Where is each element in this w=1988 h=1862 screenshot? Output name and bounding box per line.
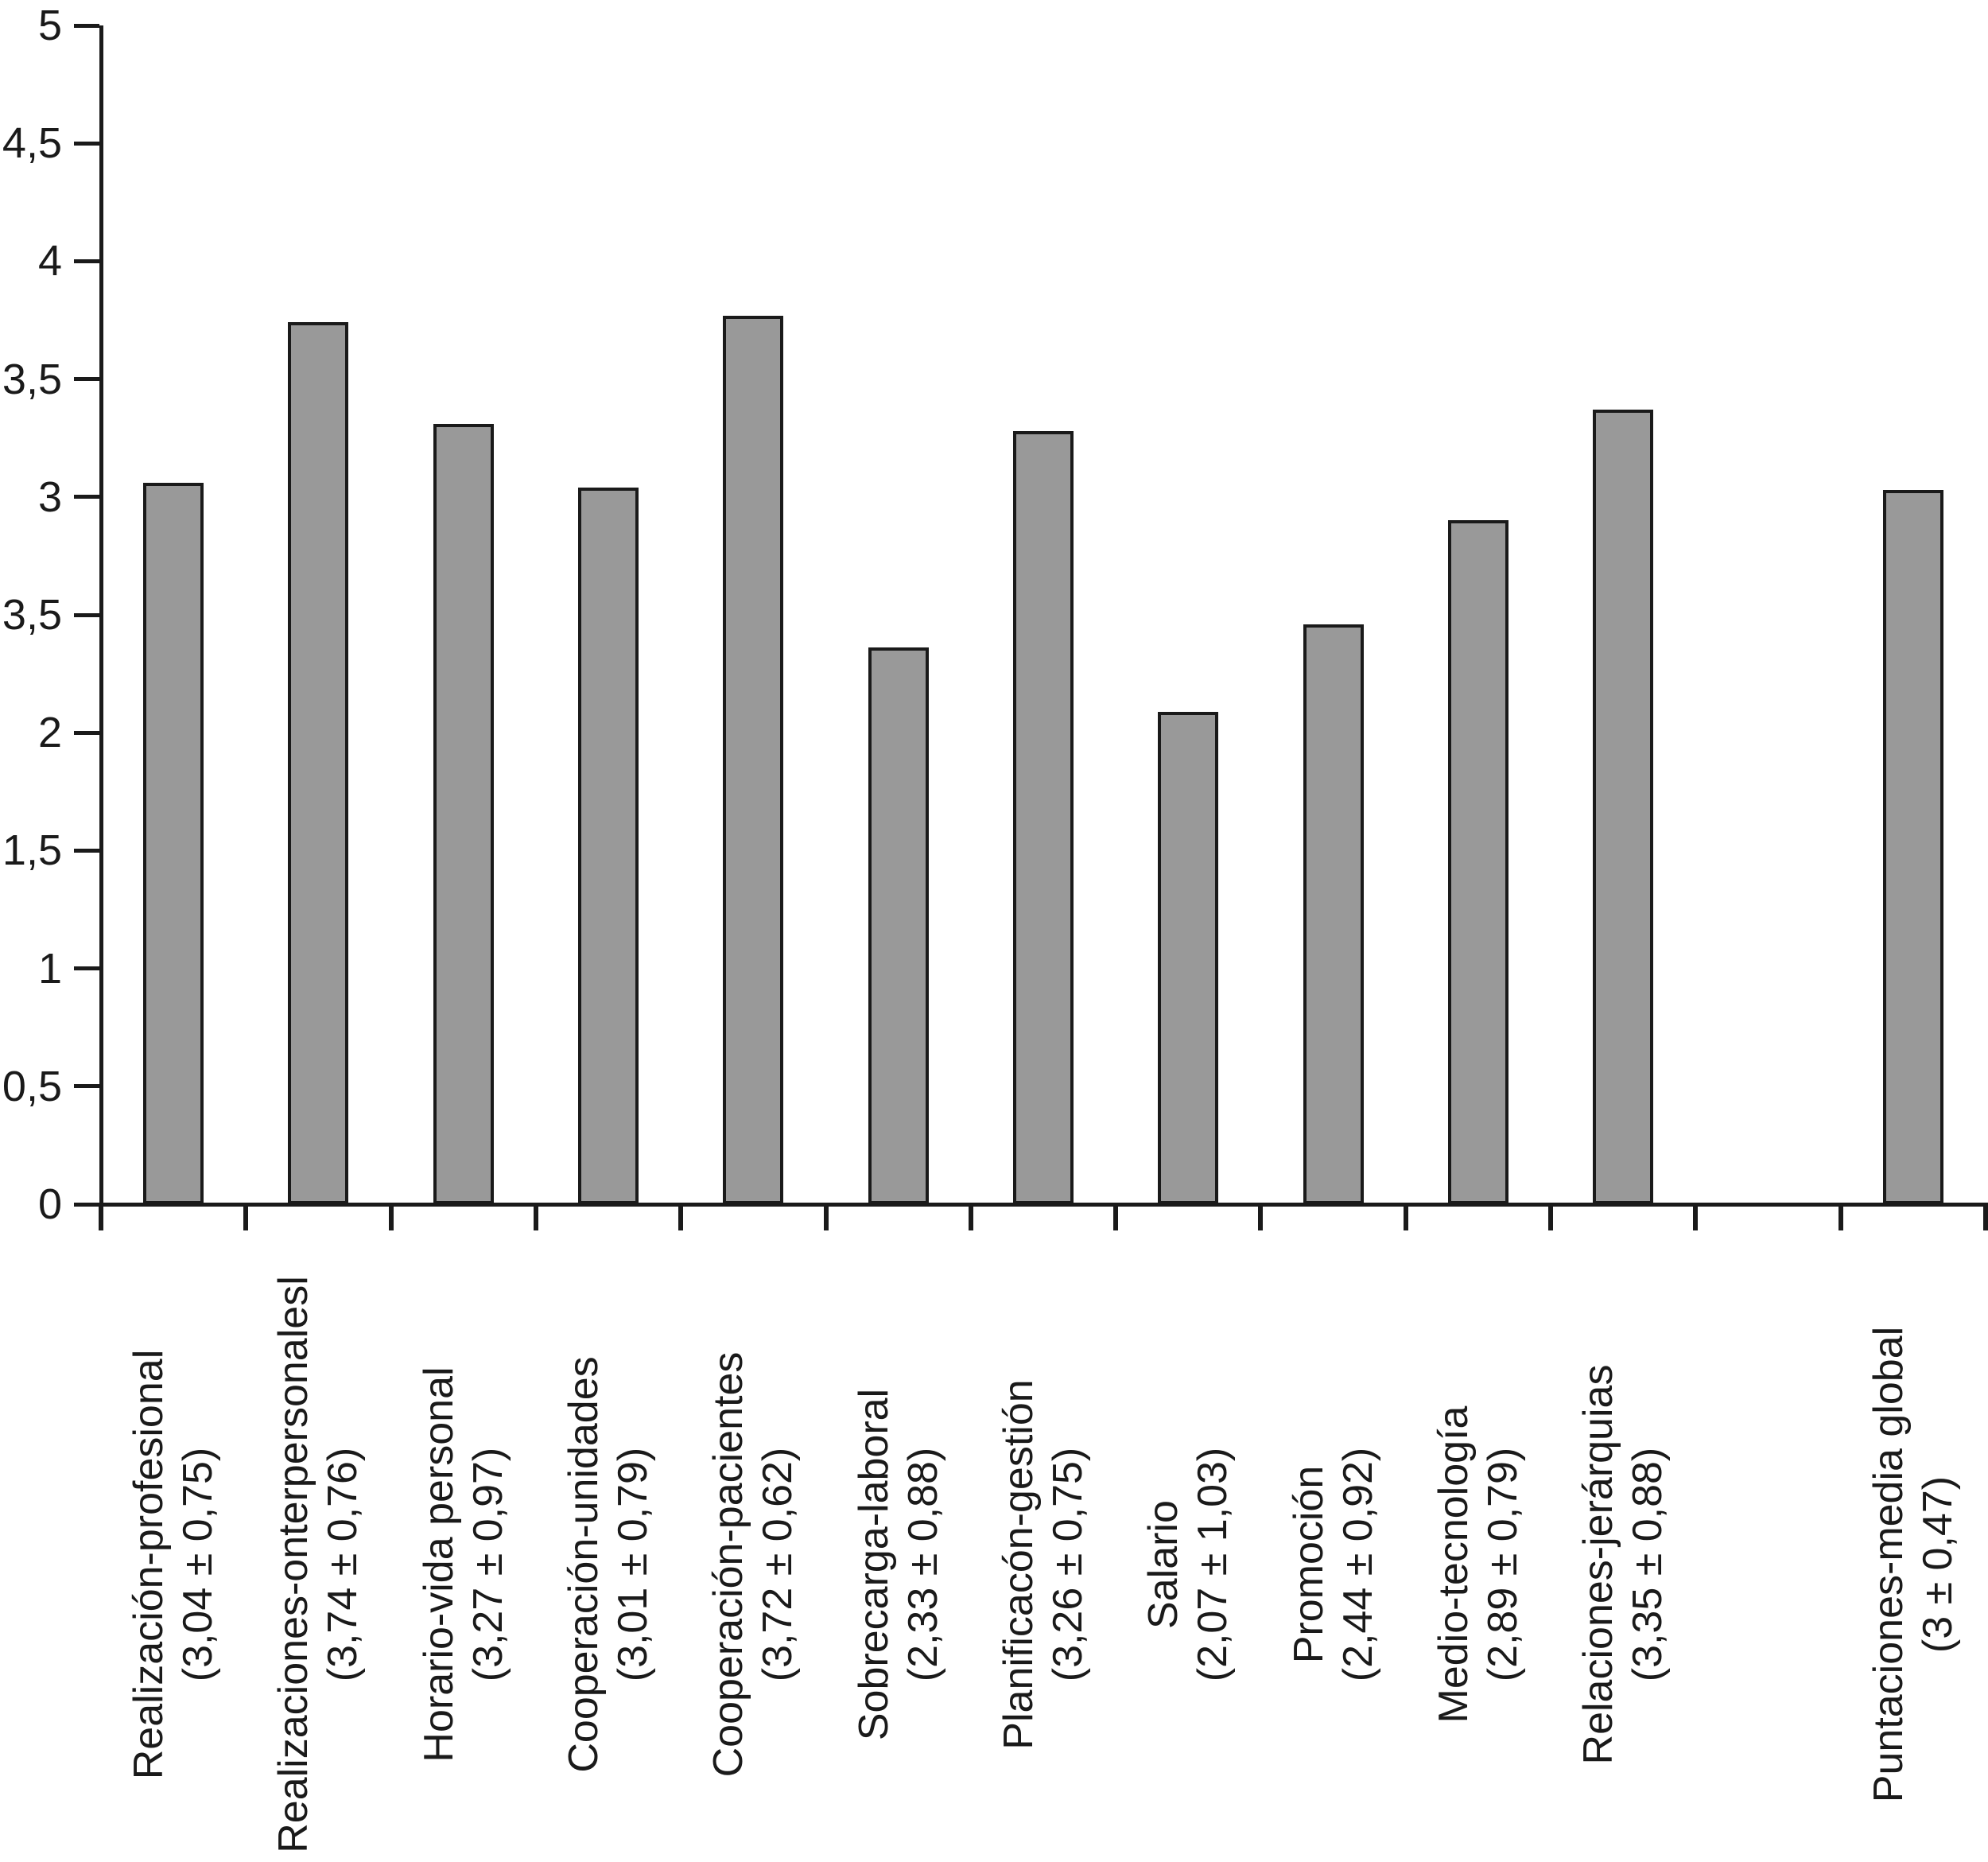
bar xyxy=(868,647,929,1204)
x-axis-tick xyxy=(388,1204,394,1230)
category-name: Horario-vida personal xyxy=(415,1366,462,1763)
x-axis-category-label: Salario (2,07 ± 1,03) xyxy=(1139,1250,1237,1862)
x-axis-category-label: Horario-vida personal (3,27 ± 0,97) xyxy=(414,1250,513,1862)
y-axis-tick xyxy=(73,1084,99,1089)
category-name: Planificacón-gestión xyxy=(995,1379,1042,1750)
bar xyxy=(1882,489,1943,1204)
x-axis-category-label: Realizaciones-onterpersonalesl (3,74 ± 0,… xyxy=(269,1250,367,1862)
y-axis-tick-label: 3,5 xyxy=(2,355,62,403)
category-mean-sd: (3,72 ± 0,62) xyxy=(755,1447,802,1682)
category-mean-sd: (3 ± 0,47) xyxy=(1914,1475,1961,1654)
x-axis-line xyxy=(101,1202,1988,1207)
y-axis-tick xyxy=(73,259,99,263)
category-name: Cooperación-unidades xyxy=(561,1356,608,1773)
y-axis-tick-label: 0 xyxy=(37,1180,62,1228)
y-axis-tick-label: 5 xyxy=(37,2,62,49)
bar xyxy=(288,322,349,1204)
x-axis-tick xyxy=(99,1204,103,1230)
y-axis-tick xyxy=(73,848,99,853)
category-name: Relaciones-jerárquias xyxy=(1575,1364,1622,1765)
x-axis-category-label: Relaciones-jerárquias (3,35 ± 0,88) xyxy=(1574,1250,1672,1862)
category-name: Realización-profesional xyxy=(126,1349,173,1780)
x-axis-category-label: Medio-tecnología (2,89 ± 0,79) xyxy=(1429,1250,1528,1862)
category-mean-sd: (3,26 ± 0,75) xyxy=(1044,1447,1091,1682)
x-axis-category-label: Promoción (2,44 ± 0,92) xyxy=(1284,1250,1383,1862)
y-axis-tick xyxy=(73,1202,99,1207)
bar xyxy=(1447,520,1508,1204)
category-name: Sobrecarga-laboral xyxy=(850,1388,897,1741)
bar xyxy=(1303,624,1364,1204)
y-axis-tick xyxy=(73,495,99,500)
x-axis-tick xyxy=(1113,1204,1119,1230)
y-axis-tick xyxy=(73,730,99,735)
y-axis-tick-label: 1 xyxy=(37,944,62,993)
category-mean-sd: (2,33 ± 0,88) xyxy=(899,1447,946,1682)
y-axis-tick-label: 2 xyxy=(37,709,62,757)
y-axis-tick xyxy=(73,141,99,146)
x-axis-tick xyxy=(1258,1204,1264,1230)
category-name: Salario xyxy=(1140,1500,1187,1629)
bar xyxy=(1012,430,1074,1204)
bar xyxy=(1158,711,1219,1204)
x-axis-tick xyxy=(678,1204,684,1230)
y-axis-line xyxy=(99,25,103,1230)
category-name: Realizaciones-onterpersonalesl xyxy=(270,1276,317,1853)
y-axis-tick xyxy=(73,612,99,617)
category-mean-sd: (3,01 ± 0,79) xyxy=(610,1447,657,1682)
category-mean-sd: (2,89 ± 0,79) xyxy=(1479,1447,1526,1682)
x-axis-category-label: Puntaciones-media global (3 ± 0,47) xyxy=(1864,1250,1963,1862)
y-axis-tick-label: 4 xyxy=(37,237,62,286)
x-axis-tick xyxy=(1838,1204,1843,1230)
x-axis-tick xyxy=(1403,1204,1408,1230)
y-axis-tick-label: 1,5 xyxy=(2,826,62,875)
category-mean-sd: (3,74 ± 0,76) xyxy=(320,1447,367,1682)
category-mean-sd: (2,44 ± 0,92) xyxy=(1334,1447,1381,1682)
bar xyxy=(1593,410,1654,1204)
bar xyxy=(143,483,204,1204)
category-name: Medio-tecnología xyxy=(1430,1405,1477,1724)
category-mean-sd: (3,27 ± 0,97) xyxy=(464,1447,511,1682)
category-mean-sd: (3,04 ± 0,75) xyxy=(175,1447,222,1682)
category-mean-sd: (3,35 ± 0,88) xyxy=(1625,1447,1672,1682)
category-name: Puntaciones-media global xyxy=(1865,1326,1912,1803)
y-axis-tick-label: 4,5 xyxy=(2,119,62,168)
category-mean-sd: (2,07 ± 1,03) xyxy=(1190,1447,1237,1682)
x-axis-category-label: Planificacón-gestión (3,26 ± 0,75) xyxy=(994,1250,1093,1862)
x-axis-tick xyxy=(533,1204,538,1230)
x-axis-category-label: Cooperación-pacientes (3,72 ± 0,62) xyxy=(704,1250,802,1862)
x-axis-tick xyxy=(823,1204,829,1230)
x-axis-category-label: Realización-profesional (3,04 ± 0,75) xyxy=(124,1250,223,1862)
x-axis-tick xyxy=(1982,1204,1988,1230)
bar xyxy=(578,487,639,1204)
bar xyxy=(723,315,784,1204)
x-axis-category-label: Sobrecarga-laboral (2,33 ± 0,88) xyxy=(849,1250,948,1862)
y-axis-tick xyxy=(73,966,99,971)
x-axis-tick xyxy=(1548,1204,1553,1230)
bar xyxy=(433,423,494,1204)
y-axis-tick-label: 0,5 xyxy=(2,1062,62,1110)
x-axis-tick xyxy=(1693,1204,1699,1230)
x-axis-category-label: Cooperación-unidades (3,01 ± 0,79) xyxy=(559,1250,658,1862)
x-axis-tick xyxy=(243,1204,249,1230)
x-axis-tick xyxy=(968,1204,973,1230)
category-name: Promoción xyxy=(1285,1465,1332,1664)
y-axis-tick-label: 3 xyxy=(37,472,62,521)
category-name: Cooperación-pacientes xyxy=(705,1351,752,1778)
y-axis-tick-label: 3,5 xyxy=(2,591,62,639)
y-axis-tick xyxy=(73,377,99,382)
y-axis-tick xyxy=(73,23,99,28)
